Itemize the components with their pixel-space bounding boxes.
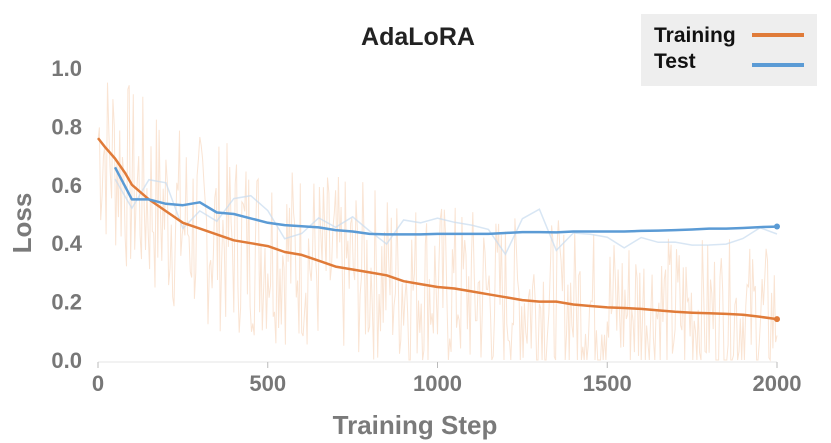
series-end-point-test (774, 223, 780, 230)
legend-box (641, 14, 817, 86)
axes: 0 500 1000 1500 2000 0.0 0.2 0.4 0.6 0.8 1.0 (51, 56, 801, 396)
series-line-test (113, 166, 778, 236)
raw-noise-layer (97, 82, 778, 362)
y-axis-title: Loss (7, 193, 37, 254)
x-tick-label: 500 (249, 371, 286, 396)
legend: Training Test (641, 14, 817, 86)
legend-label-test: Test (654, 50, 696, 73)
y-tick-label: 0.2 (51, 290, 82, 315)
x-axis-title: Training Step (333, 410, 498, 440)
y-tick-label: 1.0 (51, 56, 82, 81)
y-tick-label: 0.8 (51, 114, 82, 139)
y-tick-label: 0.4 (51, 231, 82, 256)
series-end-point-training (774, 316, 780, 323)
x-tick-label: 2000 (753, 371, 802, 396)
chart-title: AdaLoRA (361, 23, 475, 51)
x-tick-label: 0 (92, 371, 104, 396)
x-tick-label: 1500 (583, 371, 632, 396)
test-raw-noise (114, 178, 778, 256)
legend-label-training: Training (654, 24, 736, 47)
series-line-training (97, 137, 778, 321)
x-tick-label: 1000 (413, 371, 462, 396)
training-raw-noise (97, 82, 778, 362)
series-lines (97, 137, 780, 323)
y-tick-label: 0.0 (51, 348, 82, 373)
y-tick-label: 0.6 (51, 173, 82, 198)
